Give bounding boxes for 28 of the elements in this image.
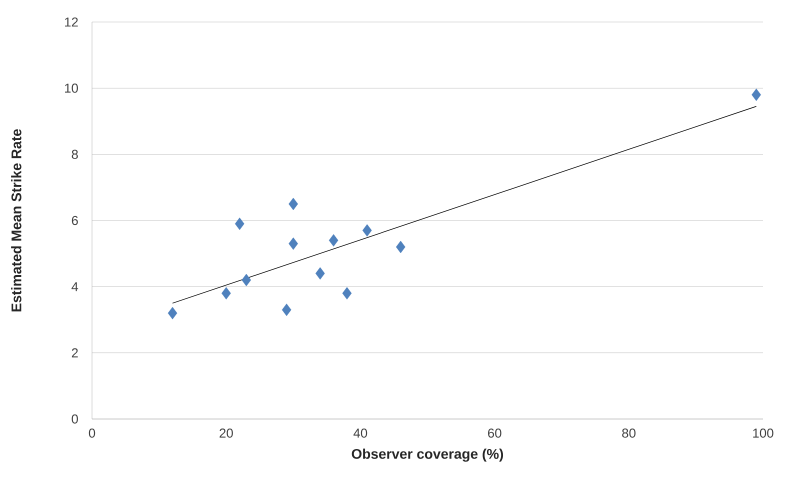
point	[242, 274, 252, 286]
y-tick-label: 6	[72, 216, 78, 226]
point	[342, 287, 352, 300]
point	[328, 234, 338, 247]
x-tick-label: 40	[353, 428, 368, 438]
y-tick-label: 8	[72, 150, 78, 159]
y-tick-label: 0	[72, 414, 78, 424]
point	[362, 224, 372, 237]
point	[315, 267, 325, 280]
point	[234, 218, 244, 230]
point	[288, 237, 298, 250]
x-tick-label: 20	[220, 428, 233, 438]
point	[168, 306, 178, 320]
point	[396, 240, 406, 254]
x-tick-label: 100	[753, 428, 774, 438]
y-tick-label: 4	[72, 282, 78, 292]
y-tick-label: 2	[72, 348, 78, 358]
y-tick-label: 12	[64, 17, 78, 27]
x-tick-label: 60	[488, 428, 502, 438]
x-tick-label: 80	[622, 428, 636, 438]
point	[282, 304, 292, 316]
point	[222, 287, 231, 300]
y-axis-title: Estimated Mean Strike Rate	[11, 129, 22, 312]
point	[288, 198, 298, 210]
x-tick-label: 0	[88, 428, 96, 438]
point	[752, 88, 761, 101]
x-axis-title: Observer coverage (%)	[352, 448, 504, 462]
y-tick-label: 10	[64, 84, 78, 93]
